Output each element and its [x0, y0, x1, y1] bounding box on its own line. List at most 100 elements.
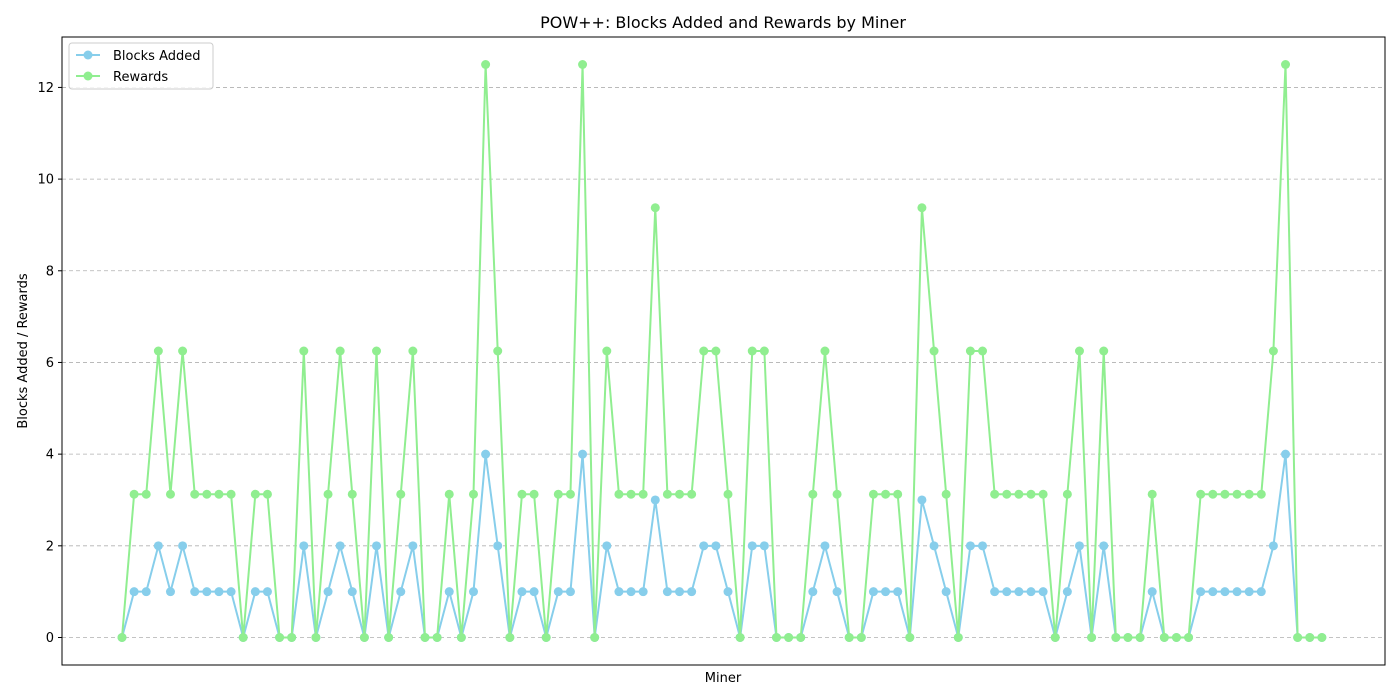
data-point-rewards [1038, 489, 1048, 499]
data-point-rewards [153, 346, 163, 356]
data-point-rewards [359, 632, 369, 642]
y-tick-label: 4 [46, 448, 54, 463]
y-tick-label: 0 [46, 631, 54, 646]
legend-marker-blocks-added [83, 50, 93, 60]
data-point-blocks-added [626, 587, 636, 597]
data-point-rewards [1002, 489, 1012, 499]
data-point-rewards [262, 489, 272, 499]
data-point-rewards [1099, 346, 1109, 356]
data-point-rewards [1220, 489, 1230, 499]
data-point-rewards [1244, 489, 1254, 499]
data-point-rewards [1147, 489, 1157, 499]
data-point-rewards [784, 632, 794, 642]
data-point-blocks-added [820, 541, 830, 551]
data-point-blocks-added [1256, 587, 1266, 597]
data-point-rewards [1171, 632, 1181, 642]
data-point-rewards [662, 489, 672, 499]
data-point-blocks-added [881, 587, 891, 597]
data-point-rewards [965, 346, 975, 356]
data-point-blocks-added [1268, 541, 1278, 551]
y-tick-label: 10 [37, 173, 54, 188]
data-point-rewards [408, 346, 418, 356]
data-point-blocks-added [917, 495, 927, 505]
data-point-blocks-added [129, 587, 139, 597]
data-point-blocks-added [747, 541, 757, 551]
grid [62, 87, 1385, 638]
data-point-rewards [1087, 632, 1097, 642]
data-point-rewards [1050, 632, 1060, 642]
data-point-blocks-added [965, 541, 975, 551]
y-tick-label: 12 [37, 81, 54, 96]
data-point-blocks-added [323, 587, 333, 597]
data-point-blocks-added [141, 587, 151, 597]
data-point-blocks-added [1147, 587, 1157, 597]
data-point-rewards [832, 489, 842, 499]
data-point-blocks-added [1220, 587, 1230, 597]
data-point-rewards [590, 632, 600, 642]
data-point-rewards [141, 489, 151, 499]
data-point-rewards [565, 489, 575, 499]
data-point-rewards [881, 489, 891, 499]
data-point-rewards [299, 346, 309, 356]
data-point-blocks-added [832, 587, 842, 597]
data-point-rewards [456, 632, 466, 642]
data-point-blocks-added [650, 495, 660, 505]
data-point-blocks-added [1244, 587, 1254, 597]
data-point-rewards [953, 632, 963, 642]
data-point-blocks-added [723, 587, 733, 597]
data-point-rewards [699, 346, 709, 356]
data-point-blocks-added [517, 587, 527, 597]
data-point-rewards [323, 489, 333, 499]
data-point-blocks-added [941, 587, 951, 597]
series-layer [117, 60, 1327, 642]
data-point-rewards [711, 346, 721, 356]
data-point-rewards [190, 489, 200, 499]
data-point-rewards [626, 489, 636, 499]
data-point-rewards [1305, 632, 1315, 642]
data-point-blocks-added [1232, 587, 1242, 597]
data-point-blocks-added [759, 541, 769, 551]
data-point-rewards [347, 489, 357, 499]
data-point-rewards [505, 632, 515, 642]
data-point-blocks-added [468, 587, 478, 597]
data-point-rewards [541, 632, 551, 642]
data-point-blocks-added [250, 587, 260, 597]
data-point-blocks-added [1099, 541, 1109, 551]
data-point-blocks-added [1074, 541, 1084, 551]
data-point-rewards [384, 632, 394, 642]
data-point-rewards [1062, 489, 1072, 499]
data-point-blocks-added [1062, 587, 1072, 597]
data-point-blocks-added [1002, 587, 1012, 597]
data-point-blocks-added [990, 587, 1000, 597]
data-point-rewards [578, 60, 588, 70]
data-point-rewards [844, 632, 854, 642]
data-point-blocks-added [893, 587, 903, 597]
data-point-blocks-added [929, 541, 939, 551]
data-point-blocks-added [1196, 587, 1206, 597]
data-point-blocks-added [214, 587, 224, 597]
data-point-blocks-added [675, 587, 685, 597]
data-point-blocks-added [226, 587, 236, 597]
data-point-rewards [650, 203, 660, 213]
data-point-rewards [808, 489, 818, 499]
data-point-rewards [165, 489, 175, 499]
data-point-blocks-added [1026, 587, 1036, 597]
data-point-rewards [1268, 346, 1278, 356]
y-tick-label: 8 [46, 264, 54, 279]
data-point-rewards [468, 489, 478, 499]
data-point-rewards [723, 489, 733, 499]
data-point-rewards [335, 346, 345, 356]
series-line-rewards [121, 63, 1322, 639]
data-point-blocks-added [638, 587, 648, 597]
data-point-rewards [287, 632, 297, 642]
y-axis: 0 2 4 6 8 10 12 [37, 81, 62, 646]
data-point-blocks-added [687, 587, 697, 597]
data-point-rewards [1317, 632, 1327, 642]
data-point-rewards [929, 346, 939, 356]
data-point-rewards [517, 489, 527, 499]
data-point-blocks-added [553, 587, 563, 597]
data-point-rewards [1196, 489, 1206, 499]
y-axis-label: Blocks Added / Rewards [16, 273, 31, 429]
data-point-rewards [893, 489, 903, 499]
